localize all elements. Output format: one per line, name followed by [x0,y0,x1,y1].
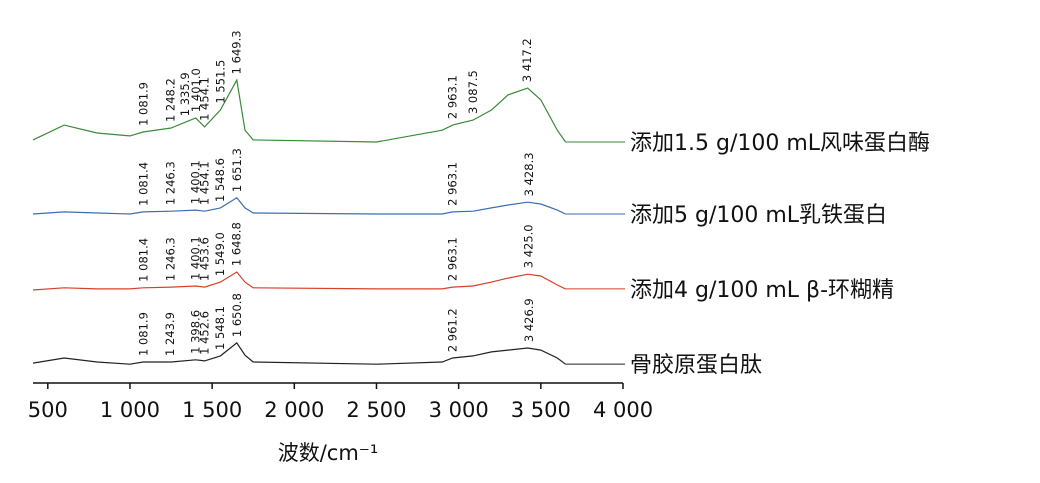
spectrum-line [32,271,566,291]
peak-label: 1 400.1 [189,236,203,280]
peak-label: 1 243.9 [163,312,177,356]
x-axis-label: 波数/cm⁻¹ [278,441,379,465]
peak-label: 1 454.1 [198,77,212,121]
peak-label: 1 401.0 [189,68,203,112]
x-tick-label: 3 500 [511,398,571,422]
peak-label: 1 246.3 [163,161,177,205]
peak-label: 1 335.9 [178,72,192,116]
x-tick-label: 500 [28,398,68,422]
peak-label: 1 081.9 [136,82,150,126]
legend-label: 添加4 g/100 mL β-环糊精 [630,278,894,303]
x-tick-label: 4 000 [593,398,653,422]
peak-label: 1 400.1 [189,160,203,204]
peak-label: 3 087.5 [466,70,480,114]
peak-label: 2 963.1 [446,162,460,206]
peak-label: 1 453.6 [198,237,212,281]
peak-label: 1 081.4 [136,238,150,282]
peak-label: 3 426.9 [522,298,536,342]
peak-label: 1 648.8 [230,222,244,266]
peak-label: 3 417.2 [520,38,534,82]
legend-label: 添加1.5 g/100 mL风味蛋白酶 [630,131,930,156]
peak-label: 1 548.6 [213,158,227,202]
spectrum-line [32,342,566,365]
x-tick-label: 2 000 [264,398,324,422]
x-tick-label: 3 000 [429,398,489,422]
peak-label: 1 549.0 [213,232,227,276]
peak-label: 1 548.1 [213,306,227,350]
peak-label: 3 425.0 [522,224,536,268]
x-tick-label: 2 500 [346,398,406,422]
peak-label: 1 452.6 [197,311,211,355]
peak-label: 1 398.6 [188,310,202,354]
x-tick-label: 1 500 [182,398,242,422]
peak-label: 1 551.5 [214,60,228,104]
peak-label: 2 963.1 [446,75,460,119]
peak-label: 1 650.8 [230,293,244,337]
peak-label: 1 454.1 [198,161,212,205]
peak-label: 2 961.2 [445,308,459,352]
spectrum-line [32,78,566,143]
peak-label: 1 081.9 [136,312,150,356]
peak-label: 2 963.1 [446,237,460,281]
peak-label: 1 649.3 [230,30,244,74]
x-tick-label: 1 000 [100,398,160,422]
legend-label: 骨胶原蛋白肽 [630,353,762,378]
spectrum-line [32,197,566,215]
peak-label: 1 248.2 [164,78,178,122]
legend-label: 添加5 g/100 mL乳铁蛋白 [630,203,887,228]
peak-label: 1 246.3 [163,237,177,281]
peak-label: 1 651.3 [230,148,244,192]
peak-label: 3 428.3 [522,152,536,196]
peak-label: 1 081.4 [136,162,150,206]
